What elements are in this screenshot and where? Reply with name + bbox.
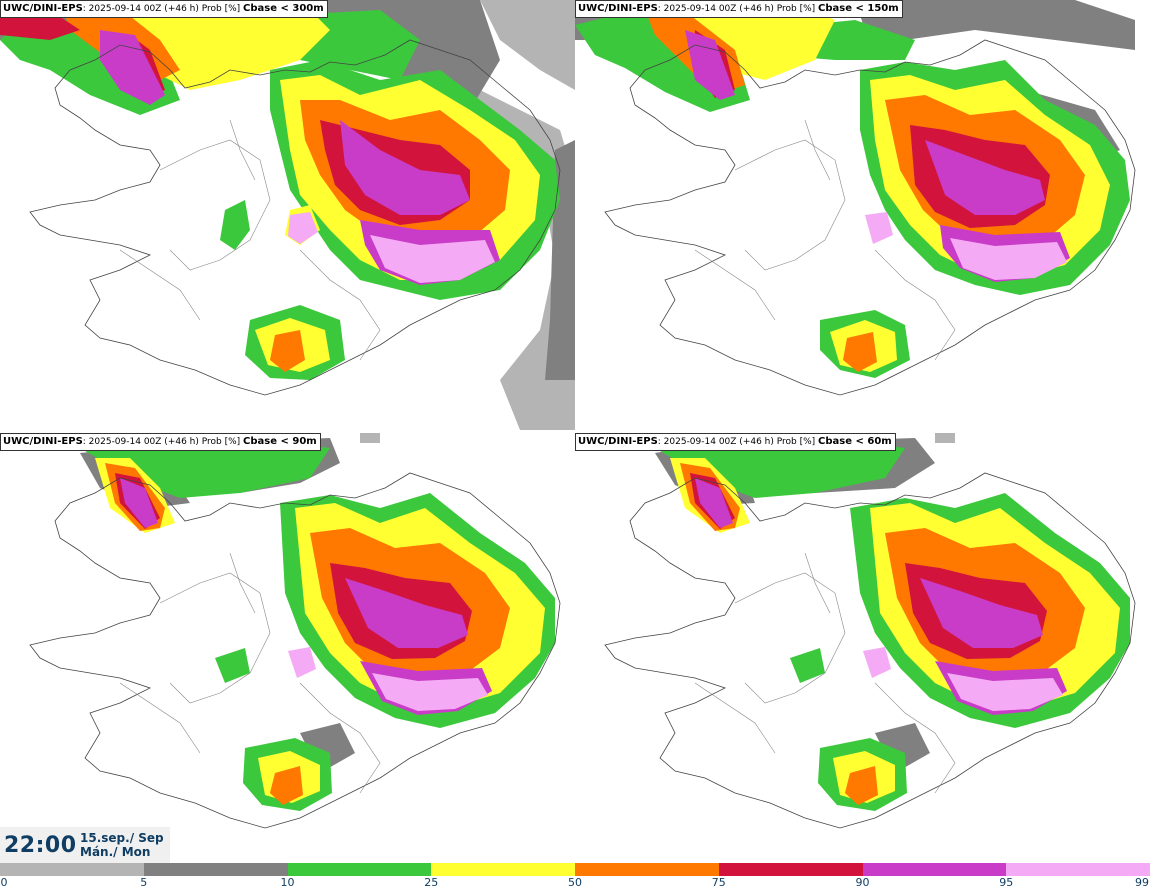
colorbar-tick-label: 0 — [0, 876, 8, 889]
probability-area — [120, 478, 158, 528]
valid-date: 15.sep./ Sep Mán./ Mon — [80, 831, 164, 859]
inland-contour — [874, 682, 956, 794]
inland-contour — [299, 682, 381, 794]
probability-area — [288, 647, 316, 678]
probability-area — [360, 433, 380, 443]
probability-area — [288, 212, 318, 244]
probability-area — [220, 200, 250, 250]
colorbar-segment — [1006, 863, 1150, 876]
probability-area — [845, 766, 878, 805]
probability-area — [670, 5, 835, 80]
inland-contour — [119, 249, 201, 321]
panel-title: UWC/DINI-EPS: 2025-09-14 00Z (+46 h) Pro… — [575, 433, 896, 451]
inland-contour — [734, 139, 846, 271]
inland-contour — [694, 682, 776, 754]
probability-map — [29, 433, 561, 829]
map-panel-300m: UWC/DINI-EPS: 2025-09-14 00Z (+46 h) Pro… — [0, 0, 575, 430]
map-panel-60m: UWC/DINI-EPS: 2025-09-14 00Z (+46 h) Pro… — [575, 433, 1150, 863]
inland-contour — [159, 572, 271, 704]
probability-area — [695, 478, 733, 528]
probability-area — [843, 332, 877, 372]
probability-area — [790, 648, 825, 683]
probability-area — [925, 140, 1045, 215]
panel-title: UWC/DINI-EPS: 2025-09-14 00Z (+46 h) Pro… — [575, 0, 903, 18]
inland-contour — [159, 139, 271, 271]
probability-colorbar — [0, 863, 1150, 876]
colorbar-tick-label: 75 — [711, 876, 726, 889]
colorbar-segment — [287, 863, 432, 876]
probability-area — [372, 673, 488, 711]
probability-map — [575, 0, 1136, 396]
valid-date-weekday: Mán./ Mon — [80, 845, 151, 859]
inland-contour — [874, 249, 956, 361]
probability-area — [215, 648, 250, 683]
colorbar-tick-label: 90 — [855, 876, 870, 889]
valid-date-day: 15.sep./ Sep — [80, 831, 164, 845]
colorbar-segment — [143, 863, 288, 876]
colorbar-segment — [0, 863, 145, 876]
colorbar-tick-label: 95 — [999, 876, 1014, 889]
coastline — [29, 472, 561, 829]
panel-title: UWC/DINI-EPS: 2025-09-14 00Z (+46 h) Pro… — [0, 0, 328, 18]
inland-contour — [734, 572, 846, 704]
map-panel-150m: UWC/DINI-EPS: 2025-09-14 00Z (+46 h) Pro… — [575, 0, 1150, 430]
probability-area — [340, 120, 470, 215]
probability-area — [100, 30, 165, 105]
inland-contour — [229, 119, 256, 181]
coastline — [29, 39, 561, 396]
coastline — [604, 472, 1136, 829]
inland-contour — [694, 249, 776, 321]
probability-area — [865, 212, 893, 244]
colorbar-tick-label: 10 — [280, 876, 295, 889]
colorbar-segment — [862, 863, 1007, 876]
probability-area — [545, 140, 575, 380]
colorbar-segment — [431, 863, 576, 876]
map-panel-90m: UWC/DINI-EPS: 2025-09-14 00Z (+46 h) Pro… — [0, 433, 575, 863]
colorbar-tick-label: 25 — [424, 876, 439, 889]
inland-contour — [804, 119, 831, 181]
probability-area — [950, 238, 1067, 280]
inland-contour — [299, 249, 381, 361]
probability-area — [480, 0, 575, 90]
probability-map — [604, 433, 1136, 829]
colorbar-labels: 0 5 10 25 50 75 90 95 99 — [0, 876, 1150, 890]
panel-title: UWC/DINI-EPS: 2025-09-14 00Z (+46 h) Pro… — [0, 433, 321, 451]
inland-contour — [229, 552, 256, 614]
probability-map — [0, 0, 575, 430]
probability-area — [270, 330, 305, 372]
colorbar-segment — [718, 863, 863, 876]
inland-contour — [119, 682, 201, 754]
probability-area — [370, 235, 495, 283]
valid-time: 22:00 — [4, 833, 77, 858]
probability-area — [345, 578, 468, 648]
probability-area — [920, 578, 1043, 648]
probability-area — [685, 30, 735, 100]
probability-area — [935, 433, 955, 443]
colorbar-tick-label: 50 — [568, 876, 582, 889]
probability-area — [855, 0, 1135, 50]
colorbar-tick-label: 5 — [140, 876, 148, 889]
coastline — [604, 39, 1136, 396]
colorbar-tick-label: 99 — [1135, 876, 1149, 889]
colorbar-segment — [575, 863, 720, 876]
probability-area — [947, 673, 1063, 711]
inland-contour — [804, 552, 831, 614]
valid-time-box: 22:00 15.sep./ Sep Mán./ Mon — [0, 827, 170, 863]
probability-area — [863, 647, 891, 678]
probability-area — [270, 766, 303, 805]
